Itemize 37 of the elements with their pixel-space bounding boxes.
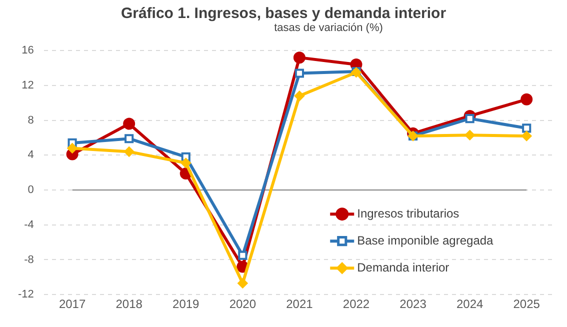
- y-tick-label: 4: [28, 149, 34, 162]
- legend-label: Base imponible agregada: [357, 233, 494, 248]
- y-tick-label: -8: [24, 254, 34, 266]
- point: [123, 118, 136, 130]
- x-tick-label: 2024: [456, 297, 484, 312]
- point: [522, 124, 532, 133]
- x-tick-label: 2018: [116, 297, 143, 312]
- y-tick-label: 16: [22, 44, 34, 57]
- x-tick-label: 2022: [342, 297, 370, 312]
- chart-subtitle: tasas de variación (%): [273, 22, 384, 34]
- point: [294, 90, 304, 101]
- x-tick-label: 2019: [172, 297, 200, 312]
- chart-title: Gráfico 1. Ingresos, bases y demanda interior: [120, 5, 448, 22]
- point: [124, 134, 134, 144]
- legend-label: Demanda interior: [357, 260, 450, 274]
- x-tick-label: 2025: [513, 297, 540, 312]
- y-tick-label: -12: [18, 288, 34, 301]
- y-tick-label: 0: [28, 184, 34, 196]
- y-tick-label: -4: [24, 218, 34, 231]
- point: [293, 52, 306, 64]
- point: [520, 93, 533, 106]
- point: [238, 250, 248, 260]
- point: [180, 158, 191, 168]
- point: [294, 68, 304, 78]
- x-tick-label: 2021: [286, 297, 314, 312]
- point: [465, 114, 474, 124]
- legend-label: Ingresos tributarios: [357, 206, 460, 220]
- x-tick-label: 2020: [229, 297, 256, 312]
- point: [464, 130, 475, 140]
- point: [238, 278, 248, 288]
- point: [124, 146, 134, 157]
- x-tick-label: 2023: [400, 297, 427, 312]
- point: [67, 143, 78, 154]
- y-tick-label: 12: [22, 79, 34, 92]
- x-tick-label: 2017: [58, 297, 86, 312]
- point: [522, 131, 532, 141]
- y-tick-label: 8: [28, 114, 34, 126]
